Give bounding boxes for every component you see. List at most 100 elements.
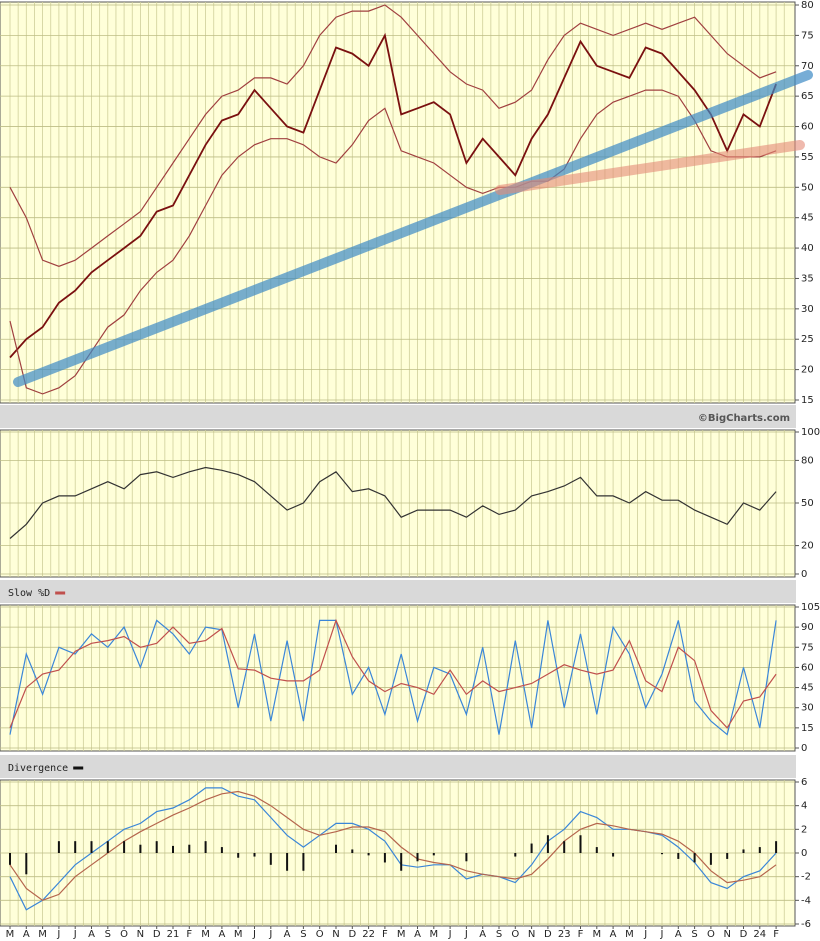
x-tick-label: S [300,929,306,940]
y-tick-label: 60 [801,122,814,133]
histogram-bar [400,853,403,871]
y-tick-label: 105 [801,602,820,613]
y-tick-label: 40 [801,243,814,254]
y-tick-label: 65 [801,91,814,102]
x-tick-label: M [234,929,243,940]
x-tick-label: J [56,929,60,940]
histogram-bar [432,853,435,856]
x-tick-label: A [479,929,486,940]
x-tick-label: D [740,929,748,940]
series-line [9,790,777,901]
x-tick-label: S [105,929,111,940]
histogram-bar [269,853,272,865]
grid-layer [0,2,795,926]
source-credit: ©BigCharts.com [698,413,790,424]
series-line [9,4,777,267]
x-tick-label: N [137,929,144,940]
x-tick-label: M [6,929,15,940]
histogram-bar [514,853,517,857]
histogram-bar [335,844,337,853]
histogram-bar [563,841,566,853]
x-tick-label: N [528,929,535,940]
histogram-bar [253,853,256,857]
histogram-bar [204,841,207,853]
y-tick-label: 90 [801,622,814,633]
histogram-bar [123,841,126,853]
histogram-bar [709,853,712,865]
y-tick-label: 2 [801,824,807,835]
histogram-bar [237,853,240,858]
histogram-bar [286,853,289,871]
x-tick-label: 22 [362,929,375,940]
y-tick-label: 75 [801,30,814,41]
y-tick-label: 55 [801,152,814,163]
x-tick-label: S [691,929,697,940]
y-tick-label: 100 [801,427,820,438]
histogram-bar [57,841,60,853]
y-tick-label: 0 [801,848,807,859]
x-tick-label: J [268,929,272,940]
histogram-bar [139,844,142,853]
x-tick-label: A [88,929,95,940]
histogram-bar [775,841,778,853]
histogram-bar [416,853,419,862]
y-tick-label: 0 [801,743,807,754]
x-tick-label: J [464,929,468,940]
histogram-bar [351,849,354,853]
series-line [9,89,777,395]
y-tick-label: 70 [801,61,814,72]
histogram-bar [220,847,223,853]
x-tick-label: 23 [558,929,571,940]
y-tick-label: 0 [801,569,807,580]
x-tick-label: J [643,929,647,940]
y-tick-label: 20 [801,541,814,552]
histogram-bar [155,841,158,853]
x-tick-label: M [592,929,601,940]
y-tick-label: 6 [801,777,807,788]
x-tick-label: J [448,929,452,940]
trend-line [495,140,805,195]
marks-layer [9,4,778,911]
y-tick-label: 50 [801,498,814,509]
histogram-bar [595,847,598,853]
histogram-bar [74,841,77,853]
x-tick-label: S [496,929,502,940]
x-tick-label: D [544,929,552,940]
separator-band [0,755,796,778]
series-line [9,466,777,539]
histogram-bar [677,853,680,859]
x-tick-label: D [153,929,161,940]
x-tick-label: O [120,929,128,940]
y-tick-label: 35 [801,273,814,284]
histogram-bar [90,841,93,853]
series-line [9,618,777,729]
histogram-bar [302,853,305,871]
y-tick-label: 80 [801,455,814,466]
histogram-bar [188,844,191,853]
series-line [9,619,777,736]
x-tick-label: M [201,929,210,940]
histogram-bar [693,853,696,863]
legend-label: Divergence [8,763,68,774]
series-line [9,32,777,359]
x-tick-label: F [773,929,779,940]
x-tick-label: F [186,929,192,940]
y-tick-label: 4 [801,801,807,812]
x-tick-label: N [723,929,730,940]
histogram-bar [172,845,174,853]
histogram-bar [530,843,533,853]
histogram-bar [546,835,549,853]
y-tick-label: -4 [801,895,811,906]
x-tick-label: M [625,929,634,940]
x-tick-label: 21 [167,929,180,940]
trend-line [13,70,813,387]
x-tick-label: M [38,929,47,940]
histogram-bar [25,853,28,875]
histogram-bar [367,853,370,856]
rsi-panel [0,429,796,578]
y-tick-label: -6 [801,919,811,930]
x-tick-label: N [332,929,339,940]
y-tick-label: 25 [801,334,814,345]
histogram-bar [465,853,468,862]
